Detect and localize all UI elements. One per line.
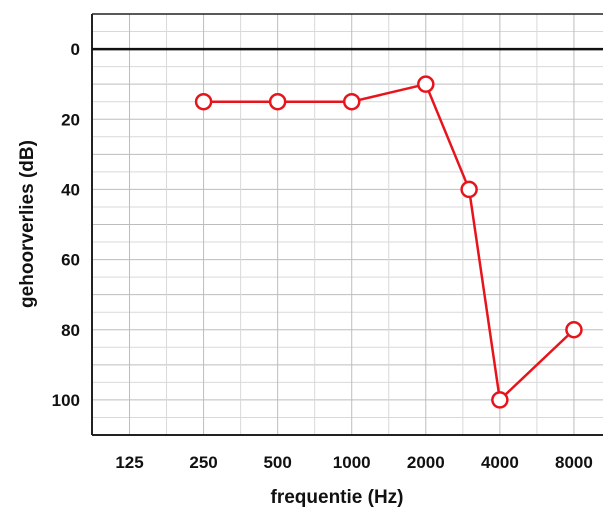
x-tick-label: 250 xyxy=(189,453,217,472)
data-point-marker xyxy=(491,391,509,409)
y-tick-label: 0 xyxy=(71,40,80,59)
axes xyxy=(91,13,603,436)
x-tick-label: 2000 xyxy=(407,453,445,472)
x-tick-label: 500 xyxy=(263,453,291,472)
y-tick-label: 40 xyxy=(61,180,80,199)
data-point-marker xyxy=(417,75,435,93)
x-tick-label: 4000 xyxy=(481,453,519,472)
x-axis-title: frequentie (Hz) xyxy=(271,487,404,508)
y-tick-label: 20 xyxy=(61,110,80,129)
y-axis-title: gehoorverlies (dB) xyxy=(17,140,38,308)
series-layer xyxy=(194,75,583,409)
data-point-marker xyxy=(565,321,583,339)
data-point-marker xyxy=(268,92,287,111)
y-tick-label: 80 xyxy=(61,321,80,340)
x-tick-label: 125 xyxy=(115,453,143,472)
grid xyxy=(92,14,603,435)
x-tick-label: 8000 xyxy=(555,453,593,472)
data-point-marker xyxy=(460,180,478,199)
y-tick-label: 60 xyxy=(61,251,80,270)
x-tick-label: 1000 xyxy=(333,453,371,472)
tick-labels: 0 20 40 60 80 100 125 250 500 1000 2000 4000 8000 xyxy=(52,40,593,472)
y-tick-label: 100 xyxy=(52,391,80,410)
data-point-marker xyxy=(342,92,361,111)
data-point-marker xyxy=(194,92,213,111)
